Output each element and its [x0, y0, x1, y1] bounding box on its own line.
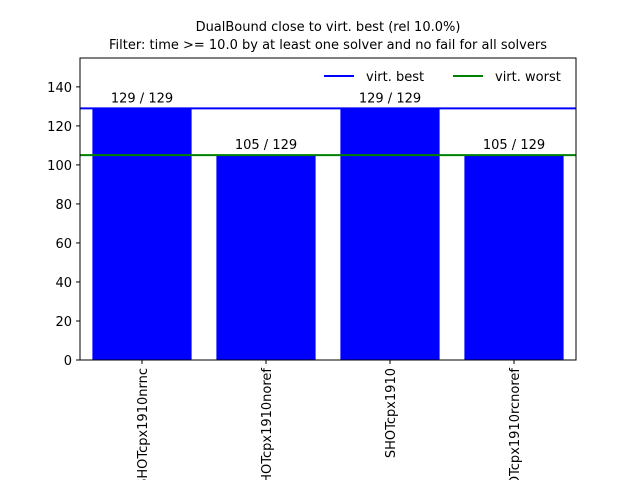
value-label: 129 / 129: [111, 91, 173, 106]
x-tick-label: SHOTcpx1910: [384, 368, 399, 458]
bar: [340, 108, 440, 360]
y-tick-label: 80: [55, 198, 72, 213]
value-label: 105 / 129: [235, 138, 297, 153]
chart-subtitle: Filter: time >= 10.0 by at least one sol…: [109, 38, 547, 53]
y-tick-label: 20: [55, 315, 72, 330]
legend-label: virt. best: [366, 70, 424, 85]
y-tick-label: 0: [64, 354, 72, 369]
x-tick-label: SHOTcpx1910noref: [260, 368, 275, 480]
bar: [464, 155, 564, 360]
value-label: 129 / 129: [359, 91, 421, 106]
y-tick-label: 60: [55, 237, 72, 252]
chart-title: DualBound close to virt. best (rel 10.0%…: [196, 20, 461, 35]
bar: [216, 155, 316, 360]
value-label: 105 / 129: [483, 138, 545, 153]
y-tick-label: 140: [47, 81, 72, 96]
y-tick-label: 40: [55, 276, 72, 291]
y-tick-label: 100: [47, 159, 72, 174]
bar: [92, 108, 192, 360]
y-tick-label: 120: [47, 120, 72, 135]
x-tick-label: SHOTcpx1910nrnc: [136, 368, 151, 480]
plot-frame: [79, 57, 577, 361]
legend-label: virt. worst: [495, 70, 561, 85]
x-tick-label: SHOTcpx1910rcnoref: [508, 368, 523, 480]
